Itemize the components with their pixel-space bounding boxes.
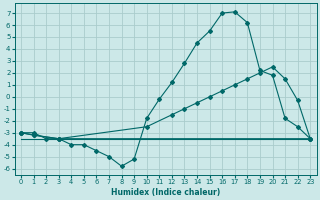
X-axis label: Humidex (Indice chaleur): Humidex (Indice chaleur)	[111, 188, 220, 197]
